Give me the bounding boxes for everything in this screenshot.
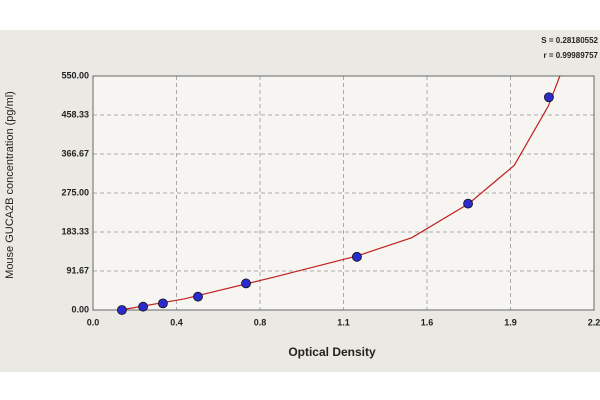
x-tick-label: 1.9 <box>504 317 517 327</box>
annotation: S = 0.28180552 <box>541 36 598 45</box>
x-tick-label: 0.8 <box>254 317 267 327</box>
data-point <box>193 291 203 302</box>
y-tick-label: 550.00 <box>61 70 89 80</box>
x-tick-label: 1.6 <box>421 317 434 327</box>
y-tick-label: 91.67 <box>66 265 89 275</box>
data-point <box>138 301 149 312</box>
y-axis-label: Mouse GUCA2B concentration (pg/ml) <box>4 91 16 279</box>
x-tick-label: 0.4 <box>170 317 183 327</box>
y-tick-label: 275.00 <box>61 187 89 197</box>
y-tick-label: 0.00 <box>71 304 89 314</box>
y-tick-label: 183.33 <box>61 226 89 236</box>
x-tick-label: 2.2 <box>588 317 600 327</box>
y-tick-label: 366.67 <box>61 148 89 158</box>
data-point <box>158 298 168 309</box>
data-point <box>352 251 362 262</box>
fit-curve <box>120 75 561 311</box>
x-tick-label: 1.1 <box>337 317 350 327</box>
data-point <box>544 92 554 103</box>
data-point <box>117 305 127 315</box>
x-tick-label: 0.0 <box>87 317 100 327</box>
data-point <box>241 278 251 289</box>
plot-frame <box>92 75 595 311</box>
data-point <box>463 198 473 209</box>
x-axis-label: Optical Density <box>288 345 376 359</box>
annotation: r = 0.99989757 <box>544 51 599 60</box>
y-tick-label: 458.33 <box>61 109 89 119</box>
